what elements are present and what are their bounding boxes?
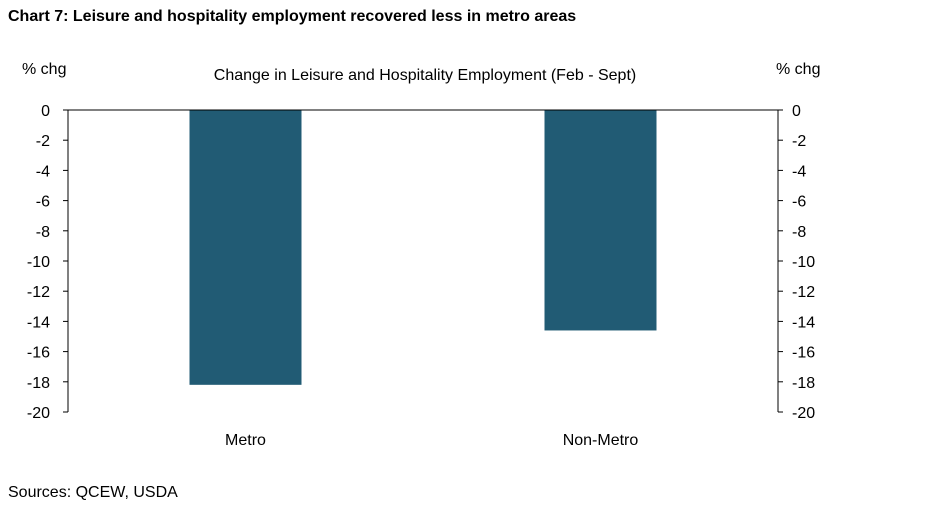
left-y-tick-label: -20 xyxy=(27,405,50,422)
right-y-tick-label: 0 xyxy=(792,103,801,120)
chart-heading: Chart 7: Leisure and hospitality employm… xyxy=(8,8,577,25)
right-y-tick-label: -8 xyxy=(792,224,806,241)
left-y-tick-label: -4 xyxy=(36,163,50,180)
left-y-tick-label: -18 xyxy=(27,375,50,392)
x-tick-label: Non-Metro xyxy=(563,432,639,449)
right-y-tick-label: -12 xyxy=(792,284,815,301)
left-y-tick-label: -6 xyxy=(36,194,50,211)
right-y-tick-label: -2 xyxy=(792,133,806,150)
right-y-tick-label: -18 xyxy=(792,375,815,392)
right-y-tick-label: -16 xyxy=(792,345,815,362)
left-y-tick-label: -12 xyxy=(27,284,50,301)
right-y-tick-label: -14 xyxy=(792,314,815,331)
left-axis-unit: % chg xyxy=(22,61,66,78)
left-y-tick-label: -10 xyxy=(27,254,50,271)
bars-layer: Metro Non-Metro xyxy=(189,110,657,449)
sources-note: Sources: QCEW, USDA xyxy=(8,484,178,501)
left-y-tick-label: -14 xyxy=(27,314,50,331)
left-y-tick-label: -16 xyxy=(27,345,50,362)
left-y-tick-label: -8 xyxy=(36,224,50,241)
right-y-tick-label: -20 xyxy=(792,405,815,422)
right-y-tick-label: -4 xyxy=(792,163,806,180)
bar-metro xyxy=(189,110,302,385)
right-axis-unit: % chg xyxy=(776,61,820,78)
chart-title: Change in Leisure and Hospitality Employ… xyxy=(214,67,636,84)
left-y-tick-label: 0 xyxy=(41,103,50,120)
left-y-tick-label: -2 xyxy=(36,133,50,150)
axes-layer: 0 0 -2 -2 -4 -4 -6 -6 -8 -8 -10 -10 -12 -12 -14 -14 -16 -… xyxy=(27,103,815,422)
bar-non-metro xyxy=(544,110,657,331)
right-y-tick-label: -6 xyxy=(792,194,806,211)
right-y-tick-label: -10 xyxy=(792,254,815,271)
x-tick-label: Metro xyxy=(225,432,266,449)
